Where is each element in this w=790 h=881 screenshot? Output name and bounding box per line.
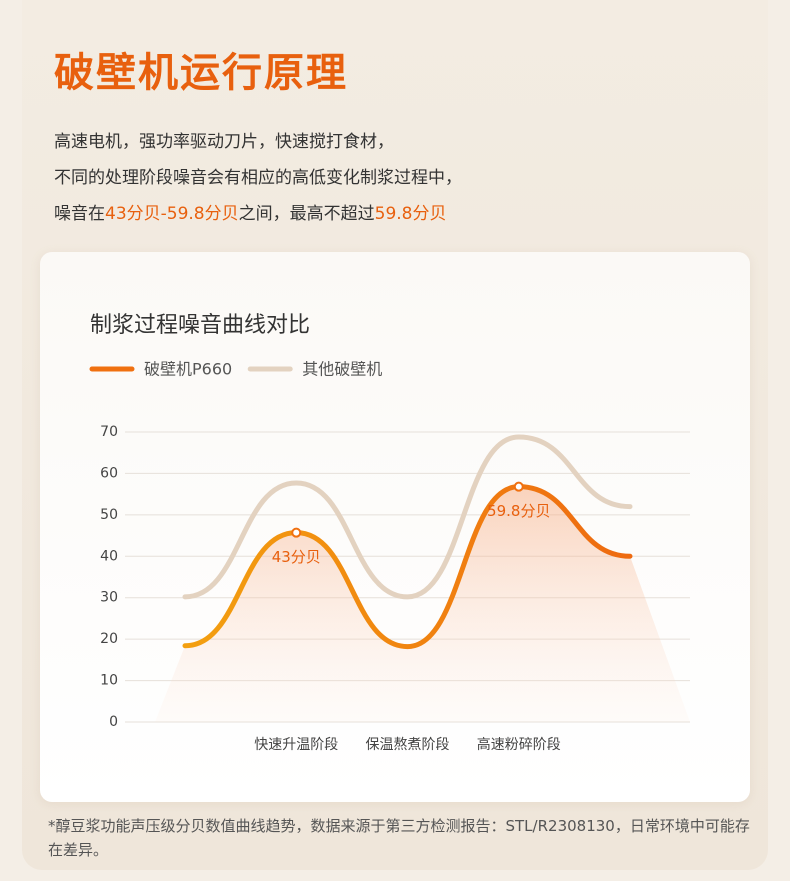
area — [155, 486, 690, 722]
legend-label: 其他破壁机 — [302, 360, 382, 379]
y-tick-label: 40 — [100, 548, 118, 564]
footnote: *醇豆浆功能声压级分贝数值曲线趋势，数据来源于第三方检测报告：STL/R2308… — [48, 817, 750, 859]
text: 不同的处理阶段噪音会有相应的高低变化制浆过程中， — [54, 168, 462, 188]
x-tick-label: 快速升温阶段 — [254, 737, 338, 753]
description-line: 高速电机，强功率驱动刀片，快速搅打食材， — [54, 124, 462, 160]
point-marker — [291, 527, 302, 538]
highlight-text: 43分贝-59.8分贝 — [105, 204, 239, 224]
annotation: 43分贝 — [272, 548, 321, 566]
text: 高速电机，强功率驱动刀片，快速搅打食材， — [54, 132, 394, 152]
chart-title: 制浆过程噪音曲线对比 — [90, 313, 310, 338]
description: 高速电机，强功率驱动刀片，快速搅打食材， 不同的处理阶段噪音会有相应的高低变化制浆… — [54, 124, 462, 232]
x-tick-label: 保温熬煮阶段 — [366, 737, 450, 753]
y-tick-label: 60 — [100, 465, 118, 481]
description-line: 不同的处理阶段噪音会有相应的高低变化制浆过程中， — [54, 160, 462, 196]
highlight-text: 59.8分贝 — [374, 204, 447, 224]
text: 之间，最高不超过 — [238, 204, 375, 224]
legend-label: 破壁机P660 — [144, 360, 232, 379]
line — [182, 484, 633, 650]
y-tick-label: 20 — [100, 631, 118, 647]
point-marker — [513, 481, 524, 492]
page-title: 破壁机运行原理 — [54, 50, 348, 96]
y-tick-label: 30 — [100, 590, 118, 606]
y-tick-label: 10 — [100, 673, 118, 689]
line — [182, 434, 633, 600]
annotation: 59.8分贝 — [487, 502, 550, 520]
x-tick-label: 高速粉碎阶段 — [477, 736, 561, 753]
y-tick-label: 50 — [100, 507, 118, 523]
y-tick-label: 0 — [109, 714, 118, 730]
y-tick-label: 70 — [100, 424, 118, 440]
text: 噪音在 — [54, 204, 105, 224]
description-line: 噪音在43分贝-59.8分贝之间，最高不超过59.8分贝 — [54, 196, 462, 232]
